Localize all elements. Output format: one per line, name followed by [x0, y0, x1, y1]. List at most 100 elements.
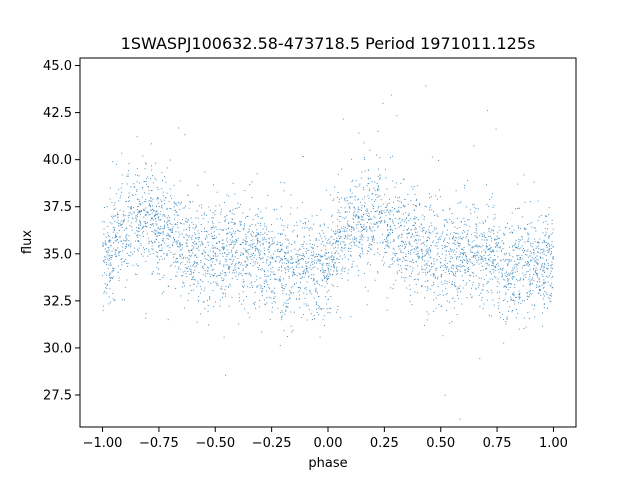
data-point	[449, 261, 451, 263]
data-point	[518, 241, 520, 243]
data-point	[428, 197, 430, 199]
data-point	[166, 167, 168, 169]
data-point	[346, 238, 348, 240]
data-point	[501, 269, 503, 271]
data-point	[373, 206, 375, 208]
data-point	[162, 195, 164, 197]
data-point	[533, 249, 535, 251]
data-point	[531, 277, 533, 279]
data-point	[325, 189, 327, 191]
data-point	[318, 239, 320, 241]
data-point	[296, 282, 298, 284]
data-point	[108, 274, 110, 276]
data-point	[490, 231, 492, 233]
data-point	[112, 231, 114, 233]
data-point	[442, 290, 444, 292]
data-point	[302, 270, 304, 272]
data-point	[160, 219, 162, 221]
data-point	[159, 228, 161, 230]
data-point	[434, 215, 436, 216]
data-point	[272, 256, 274, 258]
data-point	[324, 236, 326, 238]
data-point	[110, 256, 112, 258]
data-point	[118, 188, 120, 190]
data-point	[472, 284, 474, 286]
data-point	[476, 216, 478, 218]
data-point	[512, 294, 514, 296]
data-point	[213, 275, 215, 277]
data-point	[515, 246, 517, 248]
data-point	[156, 205, 157, 207]
data-point	[105, 274, 107, 276]
data-point	[215, 255, 217, 257]
data-point	[396, 259, 398, 261]
data-point	[314, 283, 316, 285]
data-point	[356, 265, 358, 267]
data-point	[543, 303, 545, 305]
data-point	[400, 225, 402, 227]
data-point	[140, 242, 142, 244]
data-point	[399, 245, 401, 247]
data-point	[525, 261, 527, 263]
data-point	[533, 252, 535, 254]
data-point	[217, 284, 219, 286]
data-point	[113, 267, 115, 269]
data-point	[288, 260, 290, 262]
data-point	[228, 305, 230, 307]
data-point	[341, 277, 343, 279]
data-point	[178, 231, 180, 233]
data-point	[379, 217, 381, 219]
data-point	[182, 257, 184, 259]
data-point	[119, 250, 121, 252]
data-point	[347, 236, 349, 238]
data-point	[328, 264, 330, 266]
data-point	[210, 264, 212, 266]
data-point	[259, 277, 261, 279]
data-point	[155, 223, 157, 225]
data-point	[334, 232, 336, 234]
data-point	[190, 269, 192, 271]
data-point	[480, 292, 482, 294]
data-point	[484, 268, 486, 270]
data-point	[450, 256, 452, 258]
data-point	[387, 224, 389, 226]
data-point	[389, 266, 391, 268]
data-point	[400, 182, 402, 184]
x-tick-label: 1.00	[539, 436, 568, 451]
data-point	[169, 247, 171, 249]
data-point	[260, 211, 262, 213]
data-point	[446, 221, 448, 223]
data-point	[363, 157, 365, 159]
data-point	[271, 292, 273, 294]
data-point	[353, 215, 355, 217]
data-point	[264, 275, 266, 277]
data-point	[189, 235, 191, 237]
data-point	[442, 294, 444, 296]
data-point	[443, 224, 445, 226]
data-point	[342, 258, 344, 260]
data-point	[137, 211, 139, 213]
data-point	[391, 207, 393, 209]
data-point	[187, 219, 189, 221]
data-point	[180, 201, 182, 203]
data-point	[301, 277, 303, 279]
data-point	[246, 295, 247, 297]
data-point	[509, 260, 511, 262]
data-point	[433, 260, 435, 262]
data-point	[495, 128, 497, 130]
data-point	[437, 215, 439, 217]
data-point	[546, 228, 548, 230]
data-point	[249, 256, 251, 258]
data-point	[222, 292, 224, 294]
data-point	[140, 204, 142, 206]
data-point	[535, 267, 537, 269]
data-point	[239, 264, 241, 266]
data-point	[501, 240, 503, 242]
data-point	[472, 251, 474, 253]
data-point	[364, 286, 366, 288]
data-point	[244, 190, 246, 191]
data-point	[383, 247, 385, 249]
data-point	[309, 243, 311, 245]
data-point	[305, 273, 307, 275]
data-point	[371, 199, 373, 201]
